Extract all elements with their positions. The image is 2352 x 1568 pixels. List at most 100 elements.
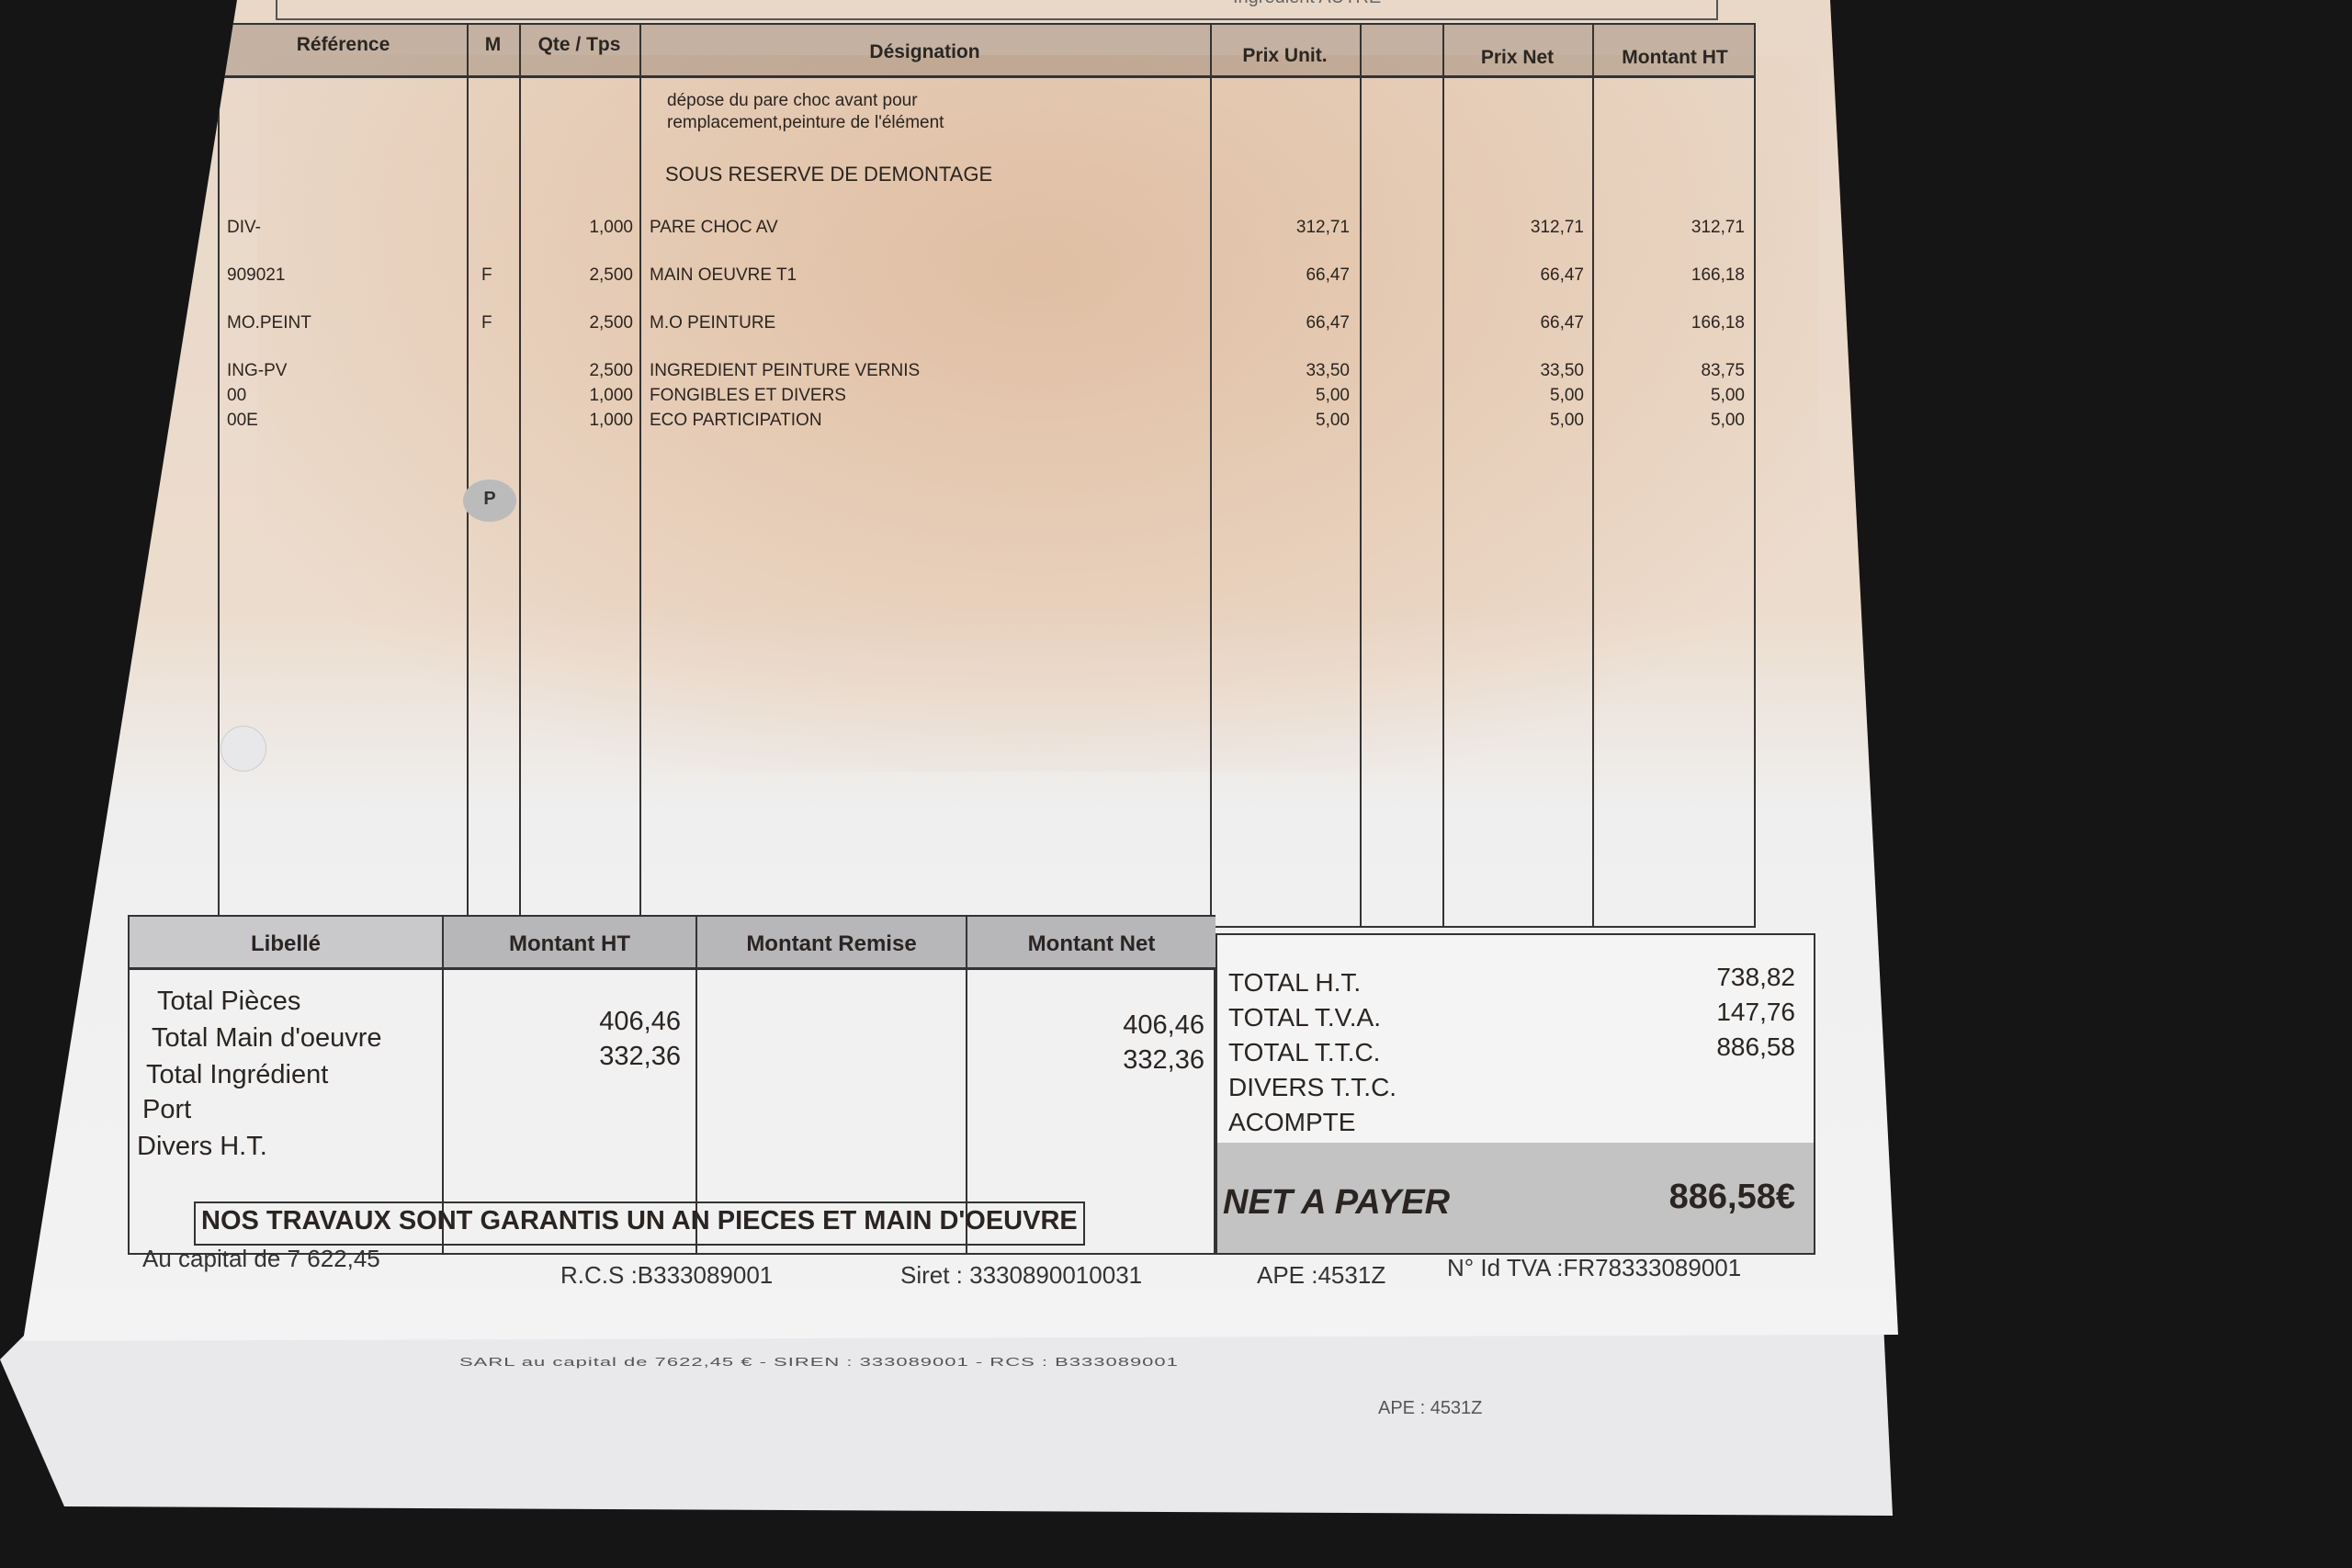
footer-tva: N° Id TVA :FR78333089001: [1447, 1254, 1742, 1281]
line-quantity: 1,000: [589, 386, 633, 405]
line-reference: DIV-: [227, 218, 261, 237]
table-header: [220, 25, 1754, 78]
divers-ttc-label: DIVERS T.T.C.: [1228, 1073, 1397, 1101]
header-montant-ht: Montant HT: [1622, 47, 1728, 68]
line-designation: M.O PEINTURE: [650, 313, 776, 333]
line-prix-unit: 5,00: [1316, 386, 1350, 405]
line-reference: 00: [227, 386, 247, 405]
underlying-ape-text: APE : 4531Z: [1378, 1398, 1483, 1418]
label-total-pieces: Total Pièces: [157, 987, 301, 1016]
invoice-page: Ingrédient AUTRE Référence M Qte / Tps D…: [23, 0, 1898, 1341]
description-line: dépose du pare choc avant pour: [667, 91, 918, 110]
header-montant-net: Montant Net: [966, 917, 1216, 970]
total-tva-value: 147,76: [1716, 998, 1795, 1026]
column-divider: [442, 917, 444, 1253]
line-quantity: 1,000: [589, 218, 633, 237]
line-m: F: [481, 265, 492, 285]
net-a-payer-value: 886,58€: [1668, 1178, 1795, 1216]
line-quantity: 1,000: [589, 411, 633, 430]
line-prix-net: 33,50: [1540, 361, 1584, 380]
footer-siret: Siret : 3330890010031: [900, 1261, 1143, 1289]
label-total-ingredient: Total Ingrédient: [146, 1060, 329, 1089]
line-prix-net: 66,47: [1540, 265, 1584, 285]
guarantee-notice: NOS TRAVAUX SONT GARANTIS UN AN PIECES E…: [194, 1201, 1085, 1246]
underlying-footer-text: SARL au capital de 7622,45 € - SIREN : 3…: [459, 1355, 1179, 1370]
header-fragment-text: Ingrédient AUTRE: [1233, 0, 1381, 8]
column-divider: [1210, 25, 1212, 926]
column-divider: [695, 917, 697, 1253]
line-quantity: 2,500: [589, 361, 633, 380]
column-divider: [1360, 25, 1362, 926]
column-divider: [467, 25, 469, 926]
description-line: remplacement,peinture de l'élément: [667, 113, 944, 132]
column-divider: [966, 917, 967, 1253]
description-line: SOUS RESERVE DE DEMONTAGE: [665, 163, 993, 186]
line-prix-unit: 66,47: [1306, 265, 1350, 285]
header-m: M: [484, 34, 502, 55]
underlying-invoice-page: SARL au capital de 7622,45 € - SIREN : 3…: [0, 1323, 1893, 1516]
line-montant-ht: 5,00: [1711, 411, 1745, 430]
line-prix-unit: 66,47: [1306, 313, 1350, 333]
total-pieces-ht: 406,46: [599, 1007, 681, 1036]
line-prix-net: 5,00: [1550, 411, 1584, 430]
footer-ape: APE :4531Z: [1257, 1261, 1386, 1289]
total-ht-value: 738,82: [1716, 963, 1795, 991]
acompte-label: ACOMPTE: [1228, 1108, 1356, 1136]
line-prix-net: 312,71: [1530, 218, 1584, 237]
column-divider: [519, 25, 521, 926]
line-prix-unit: 5,00: [1316, 411, 1350, 430]
line-prix-unit: 33,50: [1306, 361, 1350, 380]
total-ht-label: TOTAL H.T.: [1228, 968, 1362, 997]
header-prix-unit: Prix Unit.: [1242, 45, 1328, 66]
header-montant-remise: Montant Remise: [695, 917, 966, 970]
header-prix-net: Prix Net: [1480, 47, 1555, 68]
line-prix-unit: 312,71: [1295, 218, 1350, 237]
line-montant-ht: 166,18: [1690, 265, 1745, 285]
total-main-oeuvre-ht: 332,36: [599, 1042, 681, 1071]
column-divider: [639, 25, 641, 926]
header-designation: Désignation: [869, 41, 980, 62]
line-quantity: 2,500: [589, 265, 633, 285]
footer-rcs: R.C.S :B333089001: [560, 1261, 774, 1289]
net-a-payer-box: NET A PAYER 886,58€: [1217, 1143, 1814, 1253]
total-tva-label: TOTAL T.V.A.: [1228, 1003, 1382, 1032]
header-qte: Qte / Tps: [537, 34, 621, 55]
total-main-oeuvre-net: 332,36: [1123, 1045, 1204, 1075]
invoice-summary: Libellé Montant HT Montant Remise Montan…: [128, 915, 1815, 1255]
line-designation: ECO PARTICIPATION: [650, 411, 822, 430]
total-ttc-label: TOTAL T.T.C.: [1228, 1038, 1381, 1066]
total-pieces-net: 406,46: [1123, 1010, 1204, 1040]
background-garage-photo: [257, 55, 1819, 772]
line-montant-ht: 166,18: [1690, 313, 1745, 333]
line-prix-net: 66,47: [1540, 313, 1584, 333]
stamp-icon: P: [463, 479, 516, 522]
summary-table: Libellé Montant HT Montant Remise Montan…: [128, 915, 1216, 1255]
line-reference: 909021: [227, 265, 286, 285]
label-divers-ht: Divers H.T.: [137, 1132, 267, 1161]
column-divider: [1592, 25, 1594, 926]
line-reference: MO.PEINT: [227, 313, 311, 333]
line-montant-ht: 312,71: [1690, 218, 1745, 237]
header-box-fragment: Ingrédient AUTRE: [276, 0, 1718, 20]
header-libelle: Libellé: [130, 917, 442, 970]
punch-hole: [220, 726, 266, 772]
header-summary-montant-ht: Montant HT: [442, 917, 695, 970]
label-port: Port: [142, 1095, 192, 1124]
line-reference: 00E: [227, 411, 258, 430]
line-montant-ht: 83,75: [1701, 361, 1745, 380]
totals-box: TOTAL H.T. 738,82 TOTAL T.V.A. 147,76 TO…: [1216, 933, 1815, 1255]
line-montant-ht: 5,00: [1711, 386, 1745, 405]
line-prix-net: 5,00: [1550, 386, 1584, 405]
header-reference: Référence: [296, 34, 390, 55]
net-a-payer-label: NET A PAYER: [1223, 1183, 1451, 1222]
invoice-lines-table: Référence M Qte / Tps Désignation Prix U…: [218, 23, 1756, 928]
column-divider: [1442, 25, 1444, 926]
line-quantity: 2,500: [589, 313, 633, 333]
footer-capital: Au capital de 7 622,45: [142, 1245, 380, 1272]
line-designation: MAIN OEUVRE T1: [650, 265, 797, 285]
line-m: F: [481, 313, 492, 333]
line-designation: FONGIBLES ET DIVERS: [650, 386, 846, 405]
label-total-main-oeuvre: Total Main d'oeuvre: [152, 1023, 382, 1053]
line-reference: ING-PV: [227, 361, 288, 380]
line-designation: PARE CHOC AV: [650, 218, 778, 237]
